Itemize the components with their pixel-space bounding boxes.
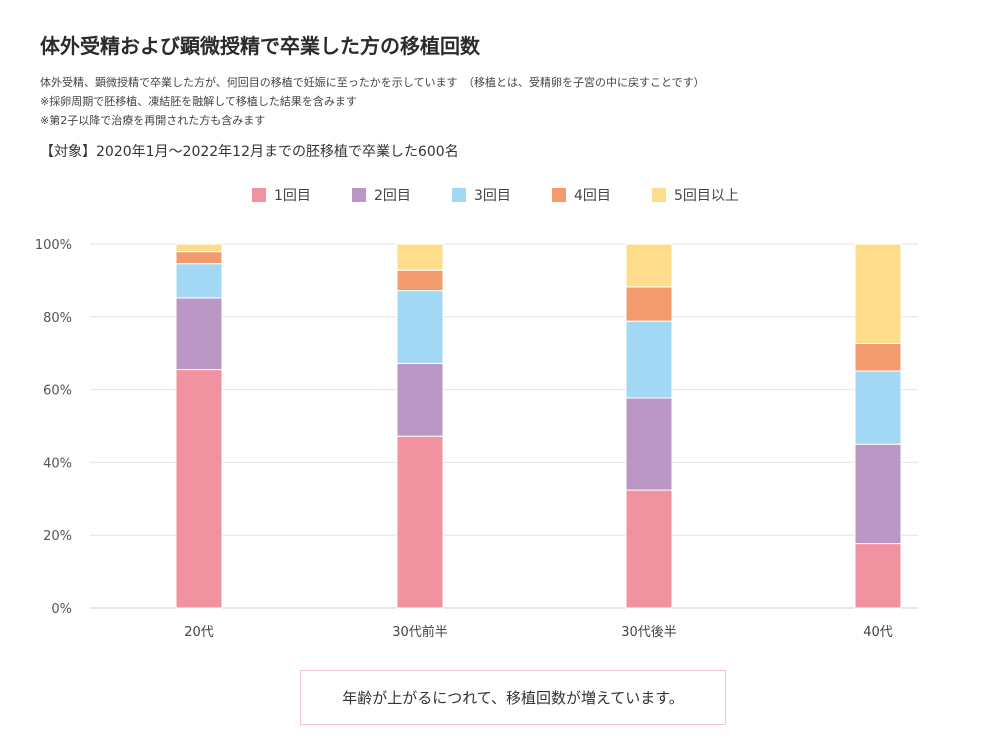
legend-label: 1回目 — [274, 188, 311, 204]
summary-note: 年齢が上がるにつれて、移植回数が増えています。 — [300, 670, 726, 725]
legend-swatch — [652, 188, 666, 202]
legend-label: 4回目 — [574, 188, 611, 204]
x-tick-label: 20代 — [184, 625, 214, 640]
legend-label: 5回目以上 — [674, 188, 739, 204]
bar-segment — [396, 362, 444, 437]
x-tick-label: 40代 — [863, 625, 893, 640]
y-tick-label: 100% — [35, 238, 72, 253]
x-tick-label: 30代後半 — [621, 625, 677, 640]
legend-swatch — [552, 188, 566, 202]
stacked-bar-chart: 0% 20% 40% 60% 80% 100% 20代 30代前半 30代後半 40代 1回目 2回目… — [35, 188, 918, 640]
bar-segment — [854, 243, 902, 344]
bar-segment — [175, 297, 223, 371]
x-tick-label: 30代前半 — [392, 624, 448, 640]
legend-swatch — [352, 188, 366, 202]
description: 体外受精、顕微授精で卒業した方が、何回目の移植で妊娠に至ったかを示しています （… — [40, 73, 705, 130]
legend-swatch — [452, 188, 466, 202]
bar-segment — [175, 263, 223, 299]
page-title: 体外受精および顕微授精で卒業した方の移植回数 — [40, 34, 480, 58]
bar-segment — [175, 251, 223, 265]
target-note: 【対象】2020年1月〜2022年12月までの胚移植で卒業した600名 — [40, 144, 459, 160]
y-tick-label: 40% — [43, 456, 72, 471]
bar-segment — [854, 543, 902, 609]
legend-label: 2回目 — [374, 188, 411, 204]
bar-segment — [854, 342, 902, 372]
bar-segment — [625, 243, 673, 288]
y-tick-label: 0% — [51, 602, 72, 617]
y-tick-label: 20% — [43, 529, 72, 544]
bar-segment — [625, 320, 673, 399]
bar-segment — [854, 443, 902, 545]
bar-segment — [396, 290, 444, 364]
bar-segment — [396, 243, 444, 271]
legend-label: 3回目 — [474, 188, 511, 204]
bar-segment — [175, 369, 223, 609]
bar-segment — [625, 489, 673, 609]
description-line: ※第2子以降で治療を再開された方も含みます — [40, 114, 266, 127]
legend-swatch — [252, 188, 266, 202]
bar-segment — [396, 269, 444, 292]
bar-segment — [396, 435, 444, 609]
bar-segment — [175, 243, 223, 253]
y-tick-label: 80% — [43, 311, 72, 326]
bar-segment — [625, 397, 673, 491]
bar-segment — [625, 286, 673, 322]
y-tick-label: 60% — [43, 384, 72, 399]
description-line: ※採卵周期で胚移植、凍結胚を融解して移植した結果を含みます — [40, 95, 357, 108]
description-line: 体外受精、顕微授精で卒業した方が、何回目の移植で妊娠に至ったかを示しています （… — [40, 76, 705, 89]
bar-segment — [854, 370, 902, 445]
